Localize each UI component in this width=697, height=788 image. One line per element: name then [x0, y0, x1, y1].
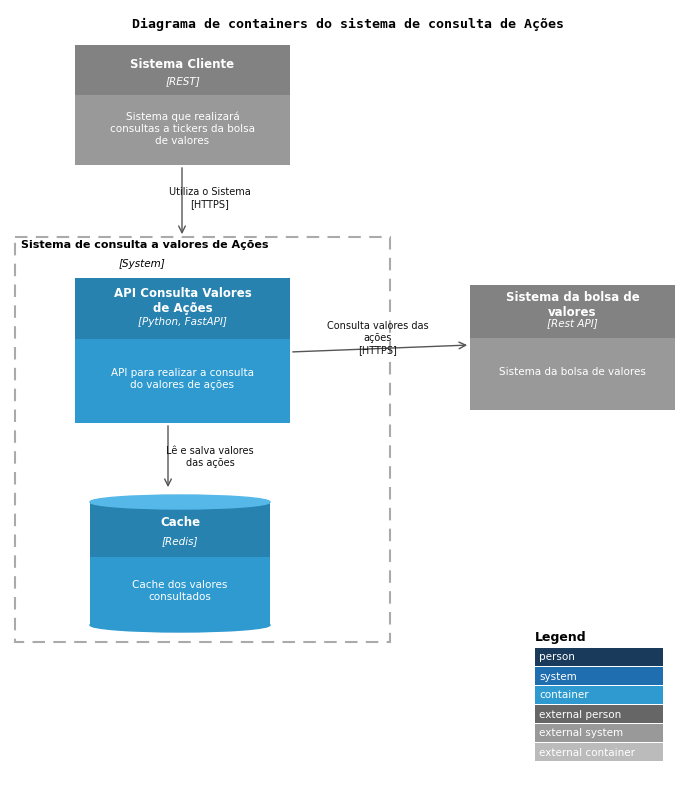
- Bar: [535, 724, 663, 742]
- Text: external container: external container: [539, 748, 635, 757]
- Bar: [15, 237, 390, 642]
- Text: Utiliza o Sistema
[HTTPS]: Utiliza o Sistema [HTTPS]: [169, 188, 251, 209]
- Bar: [75, 278, 290, 339]
- Bar: [90, 502, 270, 625]
- Text: Cache: Cache: [160, 516, 200, 530]
- Text: Sistema da bolsa de
valores: Sistema da bolsa de valores: [505, 291, 639, 319]
- Bar: [535, 686, 663, 704]
- Bar: [535, 667, 663, 685]
- Bar: [470, 285, 675, 337]
- Text: external person: external person: [539, 709, 621, 719]
- Text: Diagrama de containers do sistema de consulta de Ações: Diagrama de containers do sistema de con…: [132, 18, 565, 31]
- Text: external system: external system: [539, 728, 623, 738]
- Text: Sistema que realizará
consultas a tickers da bolsa
de valores: Sistema que realizará consultas a ticker…: [110, 112, 255, 146]
- Text: Legend: Legend: [535, 631, 587, 644]
- Text: [Redis]: [Redis]: [162, 537, 198, 546]
- Bar: [535, 648, 663, 666]
- Bar: [535, 705, 663, 723]
- Bar: [75, 278, 290, 423]
- Text: system: system: [539, 671, 576, 682]
- Text: Sistema Cliente: Sistema Cliente: [130, 58, 235, 71]
- Bar: [75, 45, 290, 165]
- Text: [Python, FastAPI]: [Python, FastAPI]: [138, 317, 227, 327]
- Text: [REST]: [REST]: [165, 76, 200, 87]
- Bar: [470, 285, 675, 410]
- Ellipse shape: [90, 495, 270, 509]
- Text: Sistema da bolsa de valores: Sistema da bolsa de valores: [499, 367, 646, 377]
- Text: API para realizar a consulta
do valores de ações: API para realizar a consulta do valores …: [111, 369, 254, 390]
- Text: [System]: [System]: [119, 259, 166, 269]
- Text: Sistema de consulta a valores de Ações: Sistema de consulta a valores de Ações: [21, 240, 268, 250]
- Text: person: person: [539, 652, 575, 663]
- Text: [Rest API]: [Rest API]: [547, 318, 598, 328]
- Text: container: container: [539, 690, 589, 701]
- Bar: [535, 743, 663, 761]
- Ellipse shape: [90, 618, 270, 632]
- Text: Lê e salva valores
das ações: Lê e salva valores das ações: [166, 446, 254, 468]
- Bar: [90, 502, 270, 556]
- Text: API Consulta Valores
de Ações: API Consulta Valores de Ações: [114, 287, 252, 315]
- Text: Cache dos valores
consultados: Cache dos valores consultados: [132, 580, 228, 601]
- Text: Consulta valores das
ações
[HTTPS]: Consulta valores das ações [HTTPS]: [327, 322, 429, 355]
- Bar: [75, 45, 290, 95]
